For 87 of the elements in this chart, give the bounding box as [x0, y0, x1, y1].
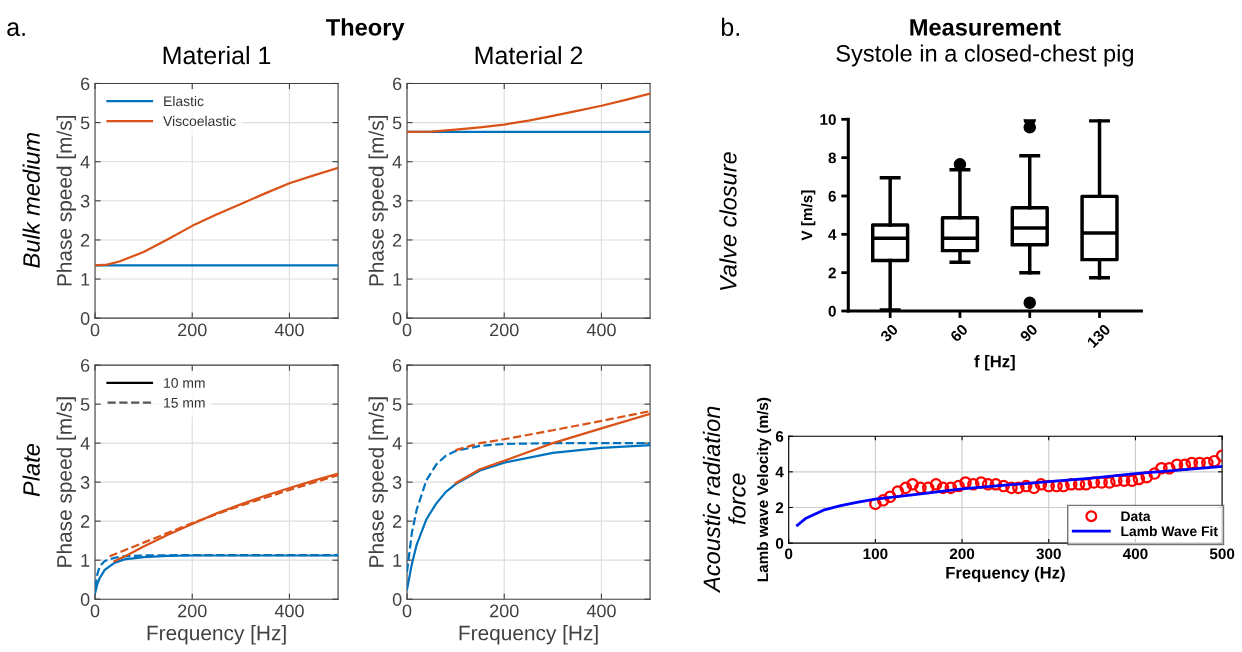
y-tick-label: 2 — [81, 233, 90, 247]
legend-label: 15 mm — [164, 398, 205, 408]
x-tick-label: 200 — [949, 548, 975, 560]
x-tick-label: 400 — [586, 604, 616, 618]
x-tick-label: 90 — [1019, 323, 1039, 343]
y-tick-label: 0 — [392, 312, 402, 325]
x-tick-label: 200 — [178, 604, 207, 618]
y-tick-label: 3 — [392, 194, 402, 208]
y-tick-label: 1 — [393, 554, 402, 567]
y-tick-label: 3 — [392, 476, 402, 489]
legend-label: Viscoelastic — [163, 115, 236, 127]
y-tick-label: 4 — [80, 437, 90, 450]
y-tick-label: 4 — [80, 155, 90, 169]
y-tick-label: 6 — [775, 431, 784, 442]
text: Acoustic radiation force — [702, 406, 746, 594]
y-tick-label: 5 — [80, 116, 90, 130]
x-tick-label: 200 — [178, 323, 207, 337]
x-tick-label: 100 — [863, 548, 888, 560]
y-tick-label: 6 — [828, 190, 836, 202]
text: a. — [7, 22, 25, 37]
y-tick-label: 2 — [393, 233, 402, 247]
x-tick-label: 130 — [1086, 323, 1112, 349]
y-tick-label: 4 — [392, 437, 402, 450]
y-axis-title: Phase speed [m/s] — [56, 116, 76, 286]
chart-title: Measurement — [910, 19, 1061, 36]
x-tick-label: 30 — [879, 323, 899, 343]
y-tick-label: 8 — [828, 152, 837, 164]
x-tick-label: 400 — [586, 323, 616, 337]
x-axis-title: Frequency [Hz] — [459, 625, 598, 645]
y-tick-label: 6 — [81, 77, 90, 91]
y-tick-label: 0 — [392, 593, 402, 606]
chart-title: Material 2 — [475, 45, 583, 65]
x-tick-label: 500 — [1209, 548, 1235, 560]
y-tick-label: 0 — [80, 593, 90, 606]
y-tick-label: 6 — [393, 359, 402, 372]
x-tick-label: 400 — [1122, 548, 1148, 560]
x-tick-label: 400 — [274, 323, 304, 337]
chart-title: Material 1 — [163, 45, 271, 65]
legend-label: 10 mm — [164, 377, 205, 388]
y-tick-label: 6 — [393, 77, 402, 91]
x-tick-label: 0 — [402, 604, 412, 618]
y-tick-label: 4 — [828, 229, 837, 240]
chart-subtitle: Systole in a closed-chest pig — [836, 44, 1134, 67]
text: b. — [721, 17, 739, 37]
y-tick-label: 3 — [80, 476, 90, 489]
y-tick-label: 5 — [80, 398, 90, 411]
x-tick-label: 0 — [90, 323, 100, 337]
y-axis-title: V [m/s] — [801, 190, 816, 241]
y-tick-label: 5 — [392, 398, 402, 411]
x-tick-label: 200 — [490, 604, 519, 618]
legend-label: Elastic — [164, 95, 204, 107]
x-tick-label: 300 — [1036, 548, 1061, 560]
x-axis-title: f [Hz] — [974, 355, 1015, 371]
legend-label: Lamb Wave Fit — [1121, 526, 1218, 537]
y-tick-label: 1 — [81, 273, 90, 286]
y-tick-label: 0 — [80, 312, 90, 325]
x-tick-label: 0 — [785, 548, 793, 560]
y-tick-label: 2 — [775, 502, 784, 514]
y-tick-label: 2 — [393, 515, 402, 528]
y-tick-label: 5 — [392, 116, 402, 130]
y-axis-title: Lamb wave Velocity (m/s) — [756, 397, 772, 582]
text: Plate — [22, 444, 40, 497]
y-tick-label: 4 — [775, 466, 784, 478]
x-tick-label: 200 — [490, 323, 519, 337]
text: Theory — [326, 18, 405, 41]
y-tick-label: 10 — [820, 114, 836, 125]
y-tick-label: 4 — [392, 155, 402, 169]
y-tick-label: 0 — [828, 305, 836, 317]
y-tick-label: 0 — [775, 537, 784, 549]
x-tick-label: 0 — [90, 604, 100, 618]
y-tick-label: 1 — [393, 273, 402, 286]
x-axis-title: Frequency (Hz) — [946, 566, 1065, 582]
text: Bulk medium — [22, 133, 40, 268]
y-tick-label: 1 — [81, 554, 90, 567]
y-axis-title: Phase speed [m/s] — [368, 397, 388, 567]
y-axis-title: Phase speed [m/s] — [368, 116, 388, 286]
y-tick-label: 2 — [81, 515, 90, 528]
y-tick-label: 2 — [828, 267, 836, 279]
x-axis-title: Frequency [Hz] — [147, 625, 286, 645]
y-tick-label: 3 — [80, 194, 90, 208]
y-tick-label: 6 — [81, 359, 90, 372]
x-tick-label: 60 — [949, 323, 969, 343]
y-axis-title: Phase speed [m/s] — [56, 397, 76, 567]
x-tick-label: 0 — [402, 323, 412, 337]
x-tick-label: 400 — [274, 604, 304, 618]
legend-label: Data — [1121, 511, 1151, 522]
text: Valve closure — [719, 152, 737, 291]
